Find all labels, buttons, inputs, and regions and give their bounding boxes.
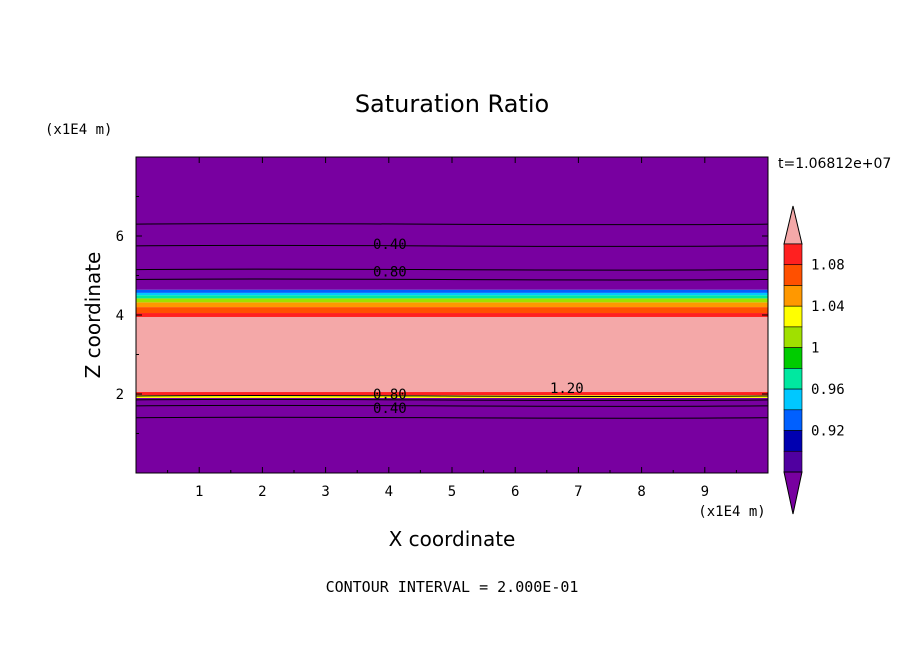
colorbar-segment-5 — [783, 347, 803, 369]
contour-interval-footer: CONTOUR INTERVAL = 2.000E-01 — [326, 578, 579, 596]
contour-line-5 — [136, 398, 768, 401]
x-tick-label-1: 1 — [195, 484, 203, 500]
contour-band-10 — [136, 289, 768, 293]
colorbar-segment-6 — [783, 368, 803, 390]
colorbar-segment-0 — [783, 243, 803, 266]
colorbar-segment-4 — [783, 326, 803, 348]
contour-band-9 — [136, 292, 768, 296]
contour-fill — [136, 157, 768, 473]
colorbar: 1.08 1.04 1 0.96 0.92 — [783, 205, 845, 515]
colorbar-segment-1 — [783, 264, 803, 286]
x-axis: 1 2 3 4 5 6 7 8 9 — [167, 157, 737, 500]
contour-line-1 — [136, 244, 768, 247]
x-tick-label-6: 6 — [511, 484, 519, 500]
x-tick-label-3: 3 — [321, 484, 329, 500]
contour-label-4: 1.20 — [550, 381, 584, 397]
colorbar-segment-7 — [783, 388, 803, 411]
x-tick-label-8: 8 — [637, 484, 645, 500]
contour-line-0 — [136, 223, 768, 226]
contour-label-2: 0.80 — [373, 387, 407, 403]
contour-band-4 — [136, 313, 768, 317]
time-label: t=1.06812e+07 — [778, 156, 891, 172]
colorbar-segment-8 — [783, 409, 803, 431]
contour-band-7 — [136, 298, 768, 303]
contour-band-2 — [136, 392, 768, 396]
colorbar-bottom-arrow — [783, 471, 803, 515]
x-unit-label: (x1E4 m) — [698, 504, 765, 520]
colorbar-label-4: 0.92 — [811, 424, 845, 440]
contour-band-8 — [136, 295, 768, 299]
contour-band-6 — [136, 302, 768, 308]
contour-line-7 — [136, 416, 768, 419]
contour-labels: 0.400.800.800.401.20 — [373, 237, 584, 417]
colorbar-label-0: 1.08 — [811, 258, 845, 274]
y-tick-label-4: 4 — [116, 308, 124, 324]
colorbar-top-arrow — [783, 205, 803, 245]
colorbar-segment-9 — [783, 430, 803, 452]
contour-band-3 — [136, 316, 768, 393]
x-tick-label-2: 2 — [258, 484, 266, 500]
y-tick-label-2: 2 — [116, 387, 124, 403]
y-tick-label-6: 6 — [116, 229, 124, 245]
colorbar-segment-10 — [783, 450, 803, 473]
colorbar-label-1: 1.04 — [811, 299, 845, 315]
contour-lines — [136, 223, 768, 419]
colorbar-label-3: 0.96 — [811, 382, 845, 398]
y-axis: 2 4 6 — [116, 196, 768, 434]
x-tick-label-7: 7 — [574, 484, 582, 500]
y-axis-label: Z coordinate — [81, 252, 105, 379]
x-tick-label-4: 4 — [385, 484, 393, 500]
y-unit-label: (x1E4 m) — [45, 122, 112, 138]
contour-line-2 — [136, 268, 768, 271]
contour-line-6 — [136, 404, 768, 407]
contour-band-0 — [136, 397, 768, 473]
contour-label-1: 0.80 — [373, 265, 407, 281]
colorbar-segment-3 — [783, 305, 803, 328]
chart-title: Saturation Ratio — [355, 90, 549, 118]
contour-line-3 — [136, 278, 768, 281]
contour-label-3: 0.40 — [373, 401, 407, 417]
contour-band-5 — [136, 307, 768, 314]
x-tick-label-9: 9 — [701, 484, 709, 500]
colorbar-label-2: 1 — [811, 341, 819, 357]
x-axis-label: X coordinate — [389, 527, 516, 551]
contour-line-4 — [136, 394, 768, 398]
colorbar-segment-2 — [783, 285, 803, 307]
contour-label-0: 0.40 — [373, 237, 407, 253]
x-tick-label-5: 5 — [448, 484, 456, 500]
